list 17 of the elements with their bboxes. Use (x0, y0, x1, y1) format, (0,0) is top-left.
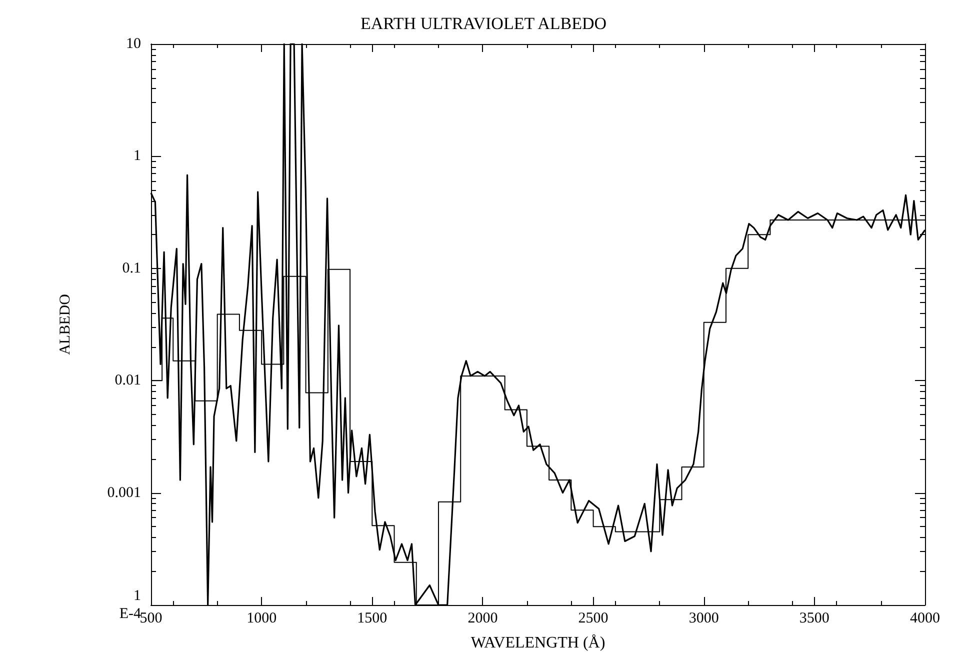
x-tick-label: 3500 (799, 610, 830, 626)
x-tick-label: 1000 (246, 610, 277, 626)
x-tick-label: 500 (140, 610, 162, 626)
y-tick-label: 0.001 (107, 484, 141, 501)
y-tick-label: 1 E-4 (119, 588, 142, 622)
x-tick-label: 2500 (578, 610, 608, 626)
x-tick-label: 4000 (910, 610, 940, 626)
y-tick-label: 1 (134, 148, 141, 164)
y-axis-title: ALBEDO (58, 294, 74, 355)
chart-title: EARTH ULTRAVIOLET ALBEDO (360, 14, 607, 33)
x-axis-title: WAVELENGTH (Å) (470, 634, 606, 652)
y-tick-label: 0.01 (114, 372, 141, 389)
x-tick-label: 1500 (357, 610, 388, 626)
y-tick-label: 10 (126, 36, 141, 52)
x-tick-label: 2000 (468, 610, 498, 626)
x-tick-label: 3000 (688, 610, 719, 626)
y-tick-label: 0.1 (122, 260, 141, 276)
